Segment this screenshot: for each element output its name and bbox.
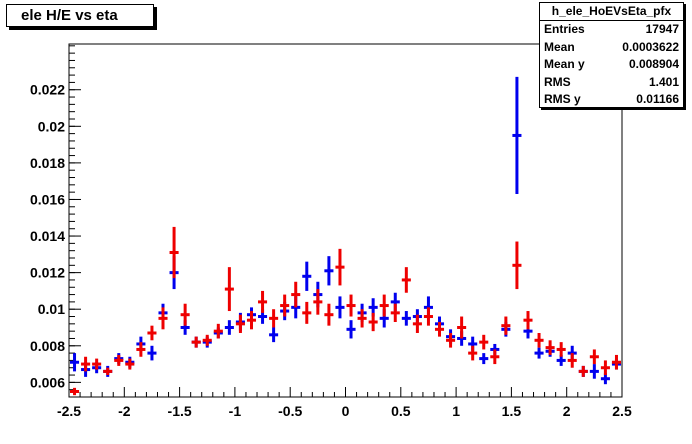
stats-label: Mean — [544, 39, 575, 54]
y-tick-label: 0.01 — [38, 301, 65, 317]
y-tick-label: 0.018 — [30, 155, 65, 171]
stats-value: 0.01166 — [636, 92, 679, 106]
stats-row-rms: RMS 1.401 — [540, 74, 683, 92]
stats-row-mean-y: Mean y 0.008904 — [540, 56, 683, 74]
x-axis: -2.5 -2 -1.5 -1 -0.5 0 0.5 1 1.5 2 2.5 — [57, 387, 632, 419]
x-tick-label: -0.5 — [278, 403, 302, 419]
stats-label: RMS — [544, 74, 571, 89]
y-tick-label: 0.008 — [30, 338, 65, 354]
y-tick-label: 0.006 — [30, 374, 65, 390]
stats-label: Mean y — [544, 57, 585, 71]
stats-row-entries: Entries 17947 — [540, 21, 683, 39]
series-0 — [70, 76, 621, 385]
stats-histogram-name: h_ele_HoEVsEta_pfx — [540, 3, 683, 21]
x-tick-label: 0 — [342, 403, 350, 419]
stats-box: h_ele_HoEVsEta_pfx Entries 17947 Mean 0.… — [539, 2, 684, 108]
y-tick-label: 0.012 — [30, 265, 65, 281]
y-tick-label: 0.014 — [30, 228, 65, 244]
x-tick-label: 2.5 — [612, 403, 632, 419]
stats-label: Entries — [544, 22, 585, 36]
stats-row-rms-y: RMS y 0.01166 — [540, 91, 683, 109]
y-tick-label: 0.02 — [38, 118, 65, 134]
stats-value: 0.0003622 — [622, 39, 679, 54]
series-layer — [70, 76, 621, 396]
y-tick-label: 0.022 — [30, 82, 65, 98]
series-1 — [70, 226, 621, 396]
y-axis: 0.006 0.008 0.01 0.012 0.014 0.016 0.018 0.02 0.… — [30, 45, 81, 398]
x-tick-label: -2.5 — [57, 403, 81, 419]
stats-value: 17947 — [645, 22, 679, 36]
x-tick-label: 1.5 — [502, 403, 522, 419]
stats-value: 1.401 — [648, 74, 679, 89]
y-tick-label: 0.016 — [30, 191, 65, 207]
x-tick-label: 2 — [563, 403, 571, 419]
stats-row-mean: Mean 0.0003622 — [540, 39, 683, 57]
chart-title: ele H/E vs eta — [6, 4, 154, 27]
x-tick-label: -1 — [229, 403, 242, 419]
x-tick-label: -1.5 — [168, 403, 192, 419]
x-tick-label: -2 — [118, 403, 131, 419]
x-tick-label: 0.5 — [391, 403, 411, 419]
stats-value: 0.008904 — [628, 57, 679, 71]
x-tick-label: 1 — [452, 403, 460, 419]
stats-label: RMS y — [544, 92, 581, 106]
